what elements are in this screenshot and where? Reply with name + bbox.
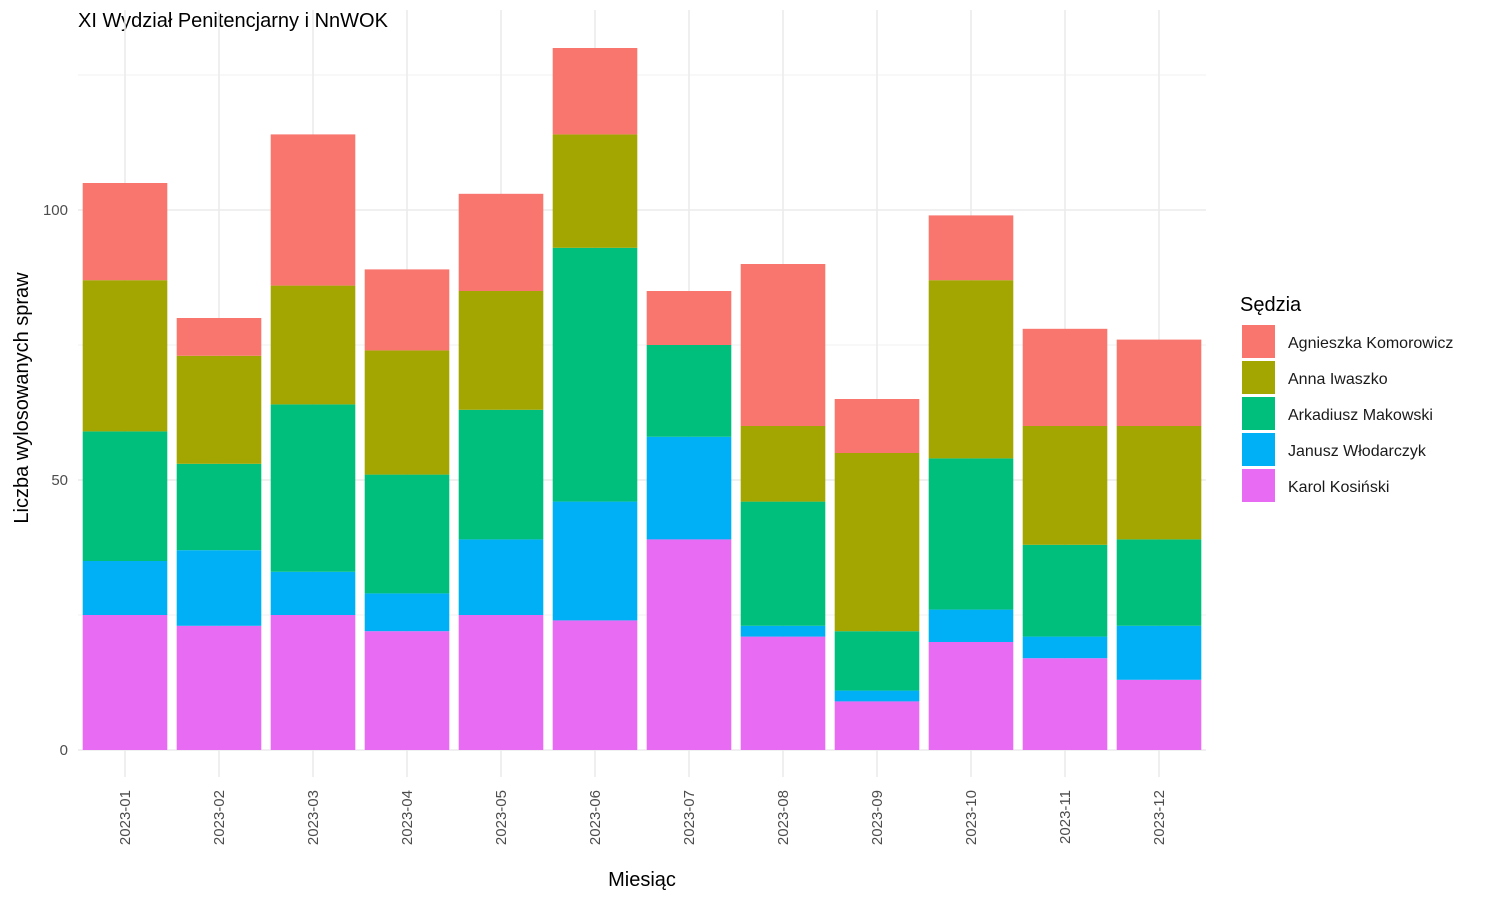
bar-segment-agnieszka-komorowicz-2023-02 (176, 318, 262, 356)
bar-segment-anna-iwaszko-2023-04 (364, 350, 450, 475)
bar-segment-agnieszka-komorowicz-2023-01 (82, 183, 168, 281)
bar-segment-janusz-w-odarczyk-2023-04 (364, 593, 450, 632)
bar-segment-agnieszka-komorowicz-2023-03 (270, 134, 356, 286)
chart-title: XI Wydział Penitencjarny i NnWOK (78, 10, 389, 32)
bar-segment-agnieszka-komorowicz-2023-06 (552, 48, 638, 135)
bar-segment-karol-kosi-ski-2023-04 (364, 631, 450, 750)
bar-segment-karol-kosi-ski-2023-02 (176, 625, 262, 750)
y-tick-label: 100 (43, 202, 68, 219)
bar-segment-janusz-w-odarczyk-2023-08 (740, 625, 826, 637)
bar-segment-karol-kosi-ski-2023-10 (928, 642, 1014, 750)
bar-segment-arkadiusz-makowski-2023-07 (646, 345, 732, 437)
bar-segment-anna-iwaszko-2023-06 (552, 134, 638, 248)
bar-segment-arkadiusz-makowski-2023-02 (176, 463, 262, 551)
x-tick-label: 2023-07 (681, 790, 698, 845)
legend-key (1242, 397, 1275, 430)
y-tick-label: 0 (60, 742, 68, 759)
bar-segment-karol-kosi-ski-2023-06 (552, 620, 638, 750)
bar-segment-janusz-w-odarczyk-2023-10 (928, 609, 1014, 642)
bar-segment-anna-iwaszko-2023-08 (740, 426, 826, 502)
bar-segment-karol-kosi-ski-2023-12 (1116, 679, 1202, 750)
bar-segment-janusz-w-odarczyk-2023-09 (834, 690, 920, 702)
legend-key (1242, 469, 1275, 502)
x-tick-label: 2023-09 (869, 790, 886, 845)
legend-key (1242, 433, 1275, 466)
x-tick-label: 2023-06 (587, 790, 604, 845)
bar-segment-arkadiusz-makowski-2023-05 (458, 409, 544, 540)
bar-segment-karol-kosi-ski-2023-03 (270, 615, 356, 750)
bar-segment-arkadiusz-makowski-2023-03 (270, 404, 356, 572)
x-tick-label: 2023-05 (493, 790, 510, 845)
bar-segment-agnieszka-komorowicz-2023-07 (646, 291, 732, 345)
y-tick-label: 50 (51, 472, 68, 489)
x-axis-ticks: 2023-01 2023-02 2023-03 2023-04 2023-05 2023-… (117, 790, 1168, 845)
bar-segment-janusz-w-odarczyk-2023-12 (1116, 625, 1202, 680)
bar-segment-anna-iwaszko-2023-01 (82, 280, 168, 432)
bar-segment-arkadiusz-makowski-2023-01 (82, 431, 168, 561)
bar-segment-anna-iwaszko-2023-10 (928, 280, 1014, 459)
bar-segment-anna-iwaszko-2023-03 (270, 285, 356, 405)
legend-title: Sędzia (1240, 294, 1302, 316)
legend-label: Janusz Włodarczyk (1288, 443, 1427, 460)
bar-segment-janusz-w-odarczyk-2023-01 (82, 561, 168, 615)
x-tick-label: 2023-10 (963, 790, 980, 845)
bar-segment-karol-kosi-ski-2023-08 (740, 636, 826, 750)
bar-segment-agnieszka-komorowicz-2023-09 (834, 399, 920, 453)
legend-label: Arkadiusz Makowski (1288, 407, 1433, 424)
legend-label: Karol Kosiński (1288, 479, 1389, 496)
y-axis-ticks: 0 50 100 (43, 202, 68, 759)
bar-segment-janusz-w-odarczyk-2023-06 (552, 501, 638, 621)
bars (82, 48, 1202, 750)
x-tick-label: 2023-11 (1057, 790, 1074, 844)
bar-segment-karol-kosi-ski-2023-05 (458, 615, 544, 750)
bar-segment-anna-iwaszko-2023-12 (1116, 426, 1202, 540)
legend-key (1242, 361, 1275, 394)
bar-segment-anna-iwaszko-2023-09 (834, 453, 920, 632)
x-tick-label: 2023-04 (399, 790, 416, 845)
bar-segment-karol-kosi-ski-2023-09 (834, 701, 920, 750)
y-axis-title: Liczba wylosowanych spraw (11, 272, 33, 524)
bar-segment-janusz-w-odarczyk-2023-11 (1022, 636, 1108, 659)
bar-segment-karol-kosi-ski-2023-01 (82, 615, 168, 750)
bar-segment-agnieszka-komorowicz-2023-05 (458, 193, 544, 291)
bar-segment-karol-kosi-ski-2023-11 (1022, 658, 1108, 750)
bar-segment-anna-iwaszko-2023-05 (458, 291, 544, 410)
legend-label: Agnieszka Komorowicz (1288, 335, 1453, 352)
legend-key (1242, 325, 1275, 358)
bar-segment-arkadiusz-makowski-2023-10 (928, 458, 1014, 610)
x-tick-label: 2023-01 (117, 790, 134, 845)
bar-segment-arkadiusz-makowski-2023-06 (552, 247, 638, 502)
bar-segment-anna-iwaszko-2023-02 (176, 355, 262, 464)
legend-label: Anna Iwaszko (1288, 371, 1388, 388)
bar-segment-agnieszka-komorowicz-2023-08 (740, 264, 826, 426)
bar-segment-agnieszka-komorowicz-2023-10 (928, 215, 1014, 281)
bar-segment-arkadiusz-makowski-2023-04 (364, 474, 450, 594)
bar-segment-arkadiusz-makowski-2023-08 (740, 501, 826, 626)
x-tick-label: 2023-02 (211, 790, 228, 845)
bar-segment-janusz-w-odarczyk-2023-02 (176, 550, 262, 626)
bar-segment-agnieszka-komorowicz-2023-04 (364, 269, 450, 351)
bar-segment-arkadiusz-makowski-2023-12 (1116, 539, 1202, 626)
bar-segment-arkadiusz-makowski-2023-09 (834, 631, 920, 691)
bar-segment-agnieszka-komorowicz-2023-12 (1116, 339, 1202, 426)
legend: Sędzia Agnieszka Komorowicz Anna Iwaszko A… (1240, 294, 1453, 502)
x-axis-title: Miesiąc (608, 869, 676, 891)
bar-segment-arkadiusz-makowski-2023-11 (1022, 544, 1108, 637)
bar-segment-agnieszka-komorowicz-2023-11 (1022, 328, 1108, 426)
bar-segment-janusz-w-odarczyk-2023-05 (458, 539, 544, 615)
bar-segment-janusz-w-odarczyk-2023-03 (270, 571, 356, 615)
x-tick-label: 2023-03 (305, 790, 322, 845)
bar-segment-janusz-w-odarczyk-2023-07 (646, 436, 732, 540)
bar-segment-anna-iwaszko-2023-11 (1022, 426, 1108, 545)
bar-segment-karol-kosi-ski-2023-07 (646, 539, 732, 750)
x-tick-label: 2023-08 (775, 790, 792, 845)
x-tick-label: 2023-12 (1151, 790, 1168, 845)
